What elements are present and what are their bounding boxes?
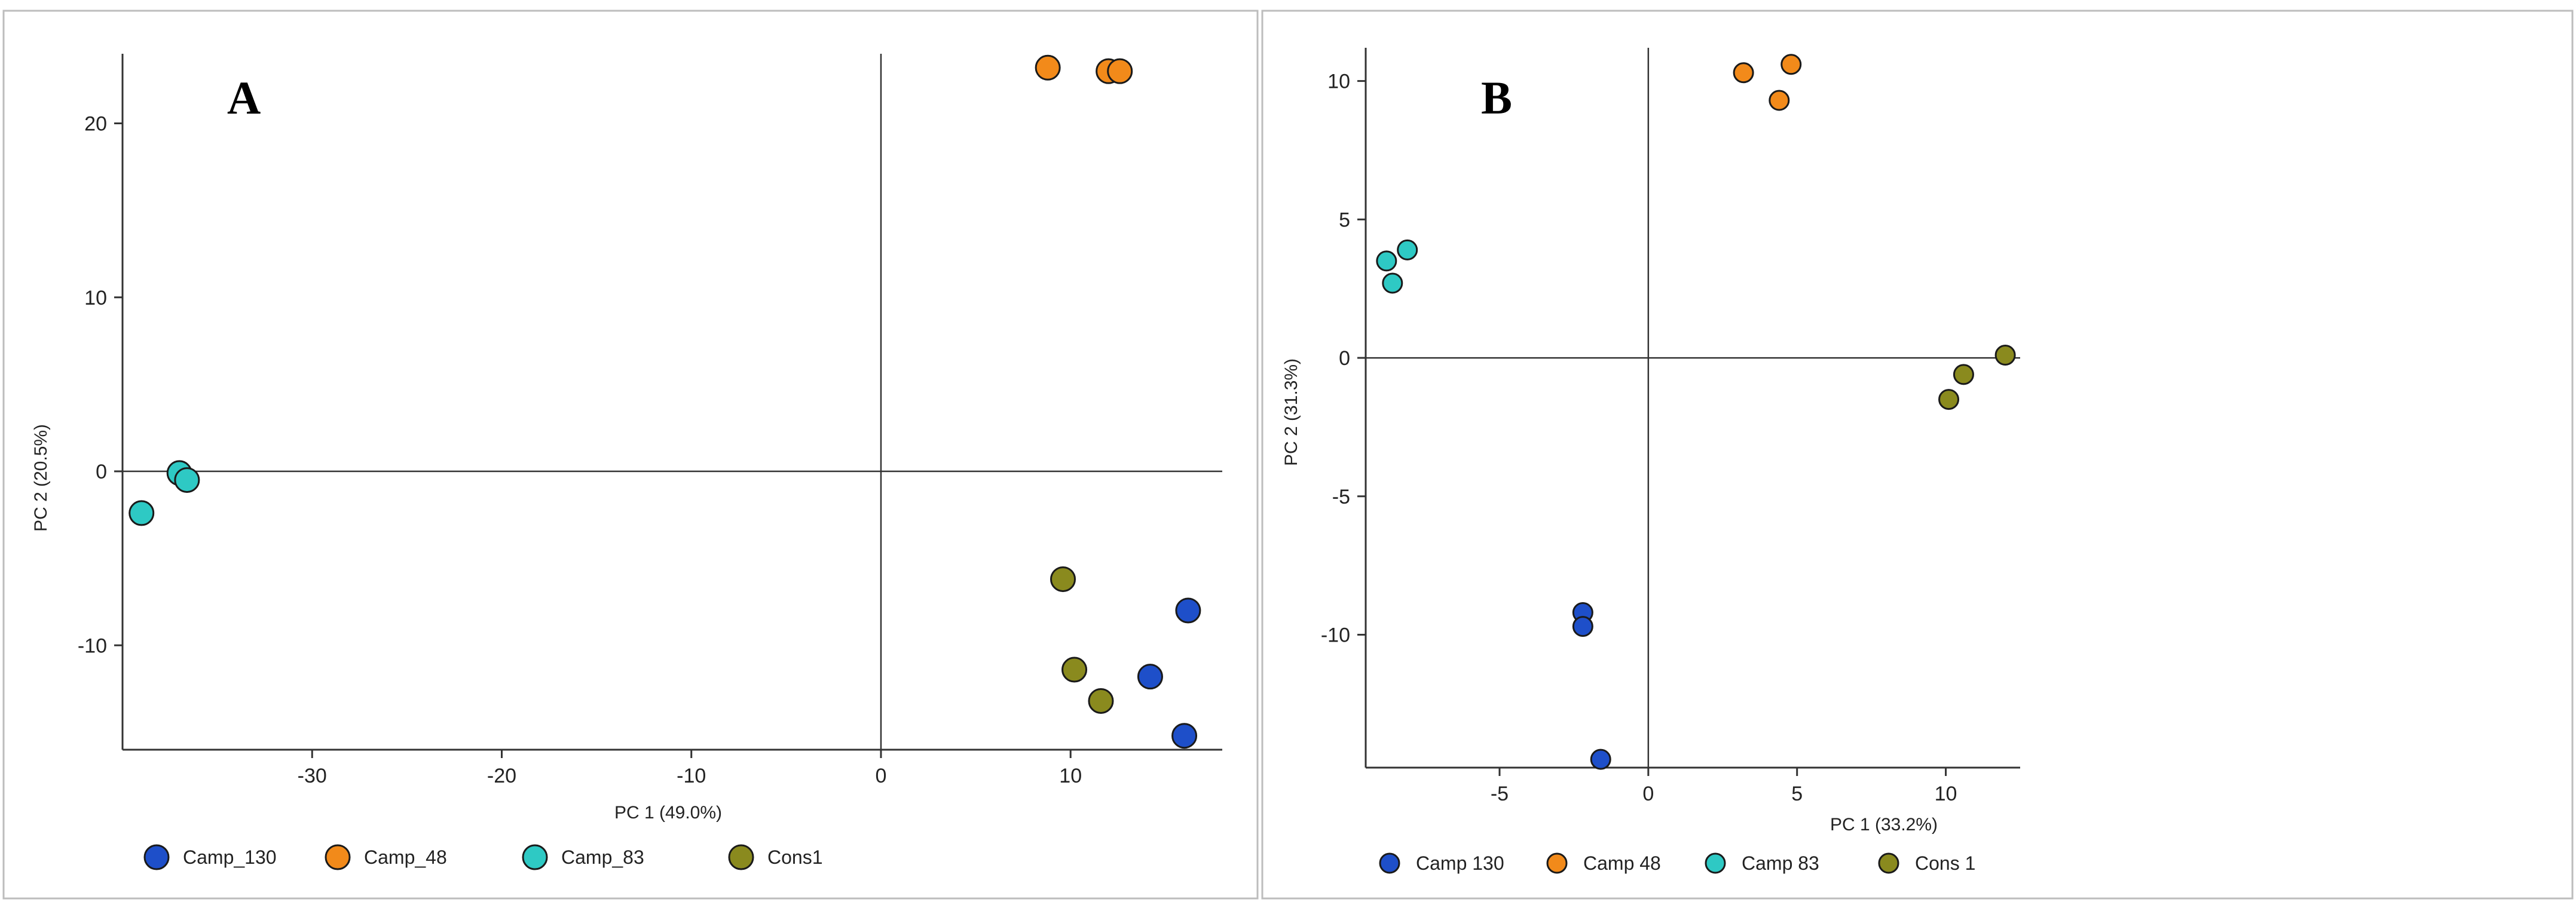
- panel-b-y-tick-label: -10: [1321, 624, 1350, 647]
- panel-a-legend-marker: [143, 844, 170, 870]
- panel-a-x-tick-label: -20: [487, 765, 516, 787]
- panel-a-legend-label: Camp_83: [561, 846, 644, 868]
- panel-a-xlabel: PC 1 (49.0%): [614, 803, 722, 823]
- panel-b-legend-marker: [1705, 852, 1726, 874]
- panel-b-legend-label: Camp 83: [1742, 852, 1819, 874]
- panel-b-legend-label: Cons 1: [1915, 852, 1975, 874]
- panel-a-x-tick-label: 0: [876, 765, 887, 787]
- panel-a-data-point: [1107, 58, 1133, 84]
- panel-b-data-point: [1590, 749, 1611, 770]
- panel-b-x-tick-label: 5: [1791, 783, 1803, 805]
- panel-b-data-point: [1953, 364, 1974, 385]
- panel-b-legend-marker: [1546, 852, 1568, 874]
- panel-b-y-tick-label: 5: [1339, 208, 1350, 231]
- panel-b-legend-label: Camp 130: [1416, 852, 1504, 874]
- panel-a-legend-marker: [522, 844, 548, 870]
- panel-b-data-point: [1733, 62, 1754, 84]
- panel-a-legend-label: Camp_130: [183, 846, 277, 868]
- panel-b-legend-marker: [1878, 852, 1899, 874]
- panel-a-legend-label: Camp_48: [364, 846, 447, 868]
- panel-a-legend-marker: [728, 844, 754, 870]
- panel-b-ylabel: PC 2 (31.3%): [1281, 358, 1301, 466]
- panel-b-data-point: [1572, 616, 1593, 637]
- panel-a-data-point: [1035, 54, 1061, 81]
- panel-a: A PC 1 (49.0%) PC 2 (20.5%) -30 -20 -10 0 10…: [2, 10, 1259, 900]
- panel-b-legend-marker: [1379, 852, 1400, 874]
- panel-b-data-point: [1780, 54, 1802, 75]
- panel-a-y-tick-label: 10: [84, 287, 107, 309]
- panel-a-data-point: [1137, 664, 1163, 690]
- panel-a-y-tick-label: -10: [78, 634, 107, 657]
- panel-a-legend-marker: [325, 844, 351, 870]
- panel-a-data-point: [129, 500, 155, 526]
- panel-b: B PC 1 (33.2%) PC 2 (31.3%) -5 0 5 10 -10 -5 0…: [1261, 10, 2574, 900]
- panel-b-x-tick-label: 10: [1935, 783, 1957, 805]
- panel-b-y-tick-label: 10: [1327, 70, 1350, 93]
- panel-b-border: [1261, 10, 2574, 900]
- panel-b-label: B: [1481, 72, 1512, 124]
- panel-b-y-tick-label: 0: [1339, 347, 1350, 370]
- panel-a-data-point: [1088, 688, 1114, 714]
- panel-a-data-point: [1050, 566, 1076, 593]
- panel-a-data-point: [1175, 597, 1201, 624]
- panel-a-data-point: [1171, 723, 1198, 749]
- panel-b-data-point: [1994, 344, 2016, 366]
- panel-a-y-tick-label: 0: [96, 461, 107, 483]
- panel-a-x-tick-label: -30: [298, 765, 327, 787]
- panel-a-y-tick-label: 20: [84, 113, 107, 136]
- panel-b-xlabel: PC 1 (33.2%): [1830, 815, 1938, 835]
- panel-b-data-point: [1382, 272, 1403, 294]
- panel-a-data-point: [1061, 657, 1088, 683]
- panel-b-x-tick-label: 0: [1642, 783, 1654, 805]
- panel-a-legend: Camp_130 Camp_48 Camp_83 Cons1: [143, 844, 823, 870]
- panel-b-data-point: [1938, 389, 1960, 410]
- panel-a-x-tick-label: 10: [1059, 765, 1082, 787]
- panel-a-data-point: [174, 467, 200, 493]
- panel-a-ylabel: PC 2 (20.5%): [31, 424, 51, 532]
- panel-a-label: A: [227, 72, 261, 124]
- panel-b-legend-label: Camp 48: [1583, 852, 1661, 874]
- panel-b-data-point: [1397, 239, 1418, 260]
- panel-a-plot: -30 -20 -10 0 10 -10 0 10 20: [78, 54, 1222, 787]
- panel-b-data-point: [1769, 90, 1790, 111]
- panel-b-data-point: [1376, 250, 1397, 272]
- panel-b-y-tick-label: -5: [1332, 486, 1350, 508]
- panel-a-x-tick-label: -10: [677, 765, 706, 787]
- panel-a-legend-label: Cons1: [767, 846, 823, 868]
- panel-b-x-tick-label: -5: [1491, 783, 1509, 805]
- panel-b-plot: -5 0 5 10 -10 -5 0 5 10: [1321, 48, 2020, 805]
- panel-b-legend: Camp 130 Camp 48 Camp 83 Cons 1: [1379, 852, 1975, 874]
